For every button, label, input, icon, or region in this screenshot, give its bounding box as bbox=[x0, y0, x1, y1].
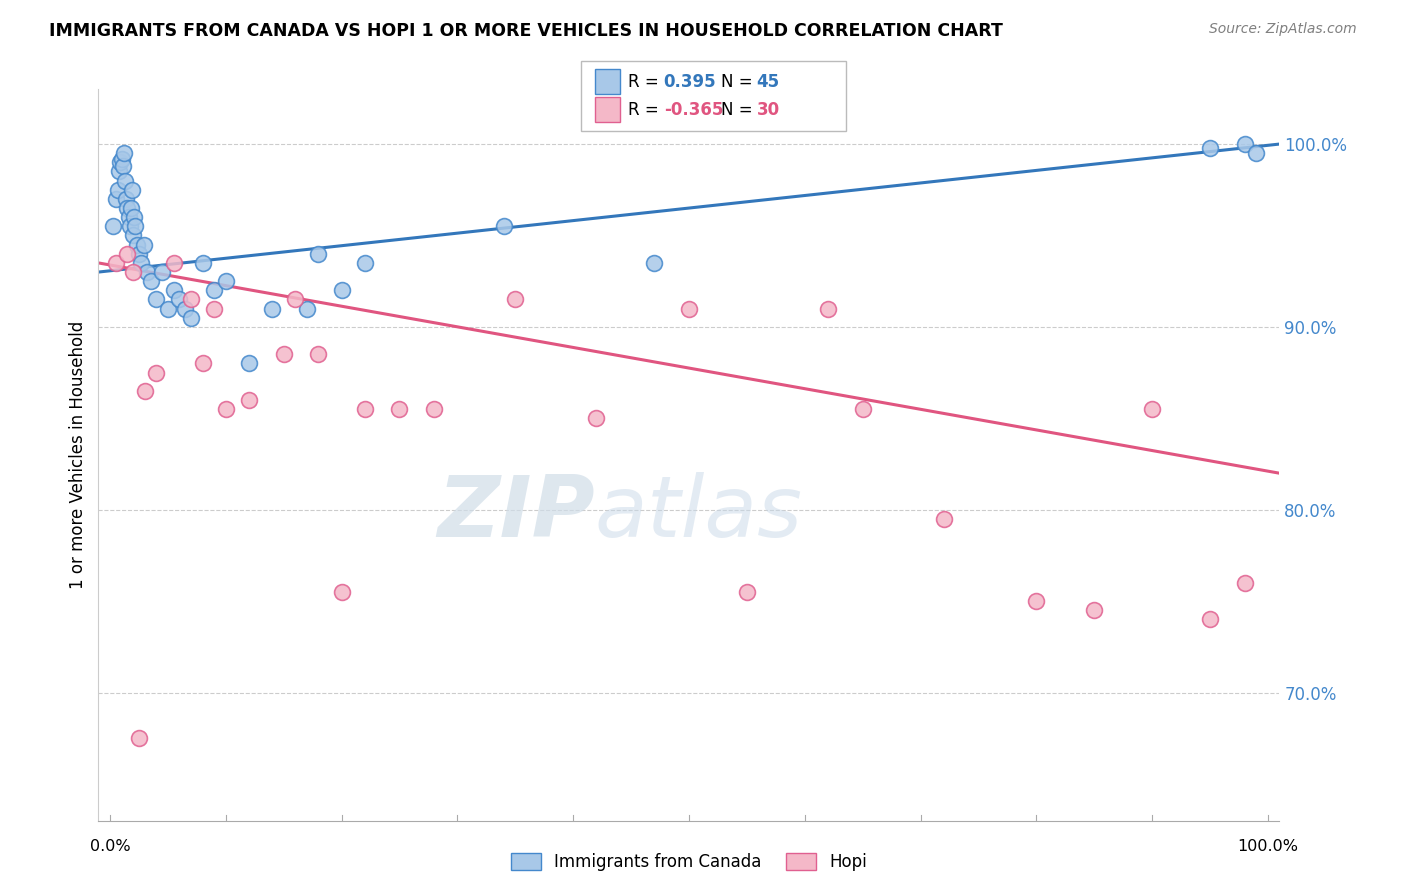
Point bbox=[492, 219, 515, 234]
Point bbox=[1199, 613, 1222, 627]
Point bbox=[307, 247, 329, 261]
Point bbox=[145, 366, 167, 380]
Point bbox=[120, 201, 142, 215]
Point bbox=[122, 228, 145, 243]
Point bbox=[169, 293, 191, 307]
Text: 100.0%: 100.0% bbox=[1237, 839, 1298, 854]
Point bbox=[132, 237, 155, 252]
Point bbox=[284, 293, 307, 307]
Point bbox=[735, 585, 758, 599]
Point bbox=[128, 731, 150, 746]
Point bbox=[150, 265, 173, 279]
Point bbox=[215, 402, 238, 417]
Point bbox=[202, 301, 225, 316]
Text: R =: R = bbox=[628, 101, 665, 119]
Point bbox=[128, 247, 150, 261]
Point bbox=[180, 293, 202, 307]
Point bbox=[1083, 603, 1105, 617]
Point bbox=[117, 211, 139, 225]
Point bbox=[191, 256, 214, 270]
Point bbox=[124, 211, 146, 225]
Text: -0.365: -0.365 bbox=[664, 101, 723, 119]
Point bbox=[129, 256, 152, 270]
Point bbox=[202, 284, 225, 298]
Point bbox=[353, 256, 375, 270]
Point bbox=[585, 411, 607, 425]
Point bbox=[117, 247, 139, 261]
Point bbox=[104, 256, 127, 270]
Text: R =: R = bbox=[628, 72, 665, 91]
Point bbox=[273, 347, 295, 361]
Point bbox=[115, 192, 138, 206]
Point bbox=[122, 265, 145, 279]
Point bbox=[125, 237, 148, 252]
Point bbox=[262, 301, 284, 316]
Point bbox=[156, 301, 179, 316]
Point bbox=[118, 219, 141, 234]
Point bbox=[134, 384, 156, 398]
Point bbox=[104, 192, 127, 206]
Point bbox=[238, 357, 260, 371]
Text: 45: 45 bbox=[756, 72, 779, 91]
Point bbox=[108, 164, 131, 178]
Point bbox=[163, 284, 186, 298]
Point bbox=[114, 174, 136, 188]
Point bbox=[215, 274, 238, 288]
Point bbox=[110, 152, 132, 166]
Point bbox=[330, 585, 353, 599]
Point bbox=[112, 146, 135, 161]
Point bbox=[110, 155, 132, 169]
Point bbox=[124, 219, 146, 234]
Point bbox=[678, 301, 700, 316]
Point bbox=[107, 183, 129, 197]
Point bbox=[1025, 594, 1047, 608]
Point bbox=[103, 219, 125, 234]
Point bbox=[423, 402, 446, 417]
Point bbox=[145, 293, 167, 307]
Point bbox=[117, 201, 139, 215]
Text: atlas: atlas bbox=[595, 472, 803, 555]
Point bbox=[388, 402, 411, 417]
Legend: Immigrants from Canada, Hopi: Immigrants from Canada, Hopi bbox=[503, 847, 875, 878]
Text: 0.395: 0.395 bbox=[664, 72, 716, 91]
Text: IMMIGRANTS FROM CANADA VS HOPI 1 OR MORE VEHICLES IN HOUSEHOLD CORRELATION CHART: IMMIGRANTS FROM CANADA VS HOPI 1 OR MORE… bbox=[49, 22, 1002, 40]
Point bbox=[643, 256, 665, 270]
Point bbox=[1233, 137, 1256, 152]
Point bbox=[932, 512, 955, 526]
Point bbox=[174, 301, 197, 316]
Text: Source: ZipAtlas.com: Source: ZipAtlas.com bbox=[1209, 22, 1357, 37]
Point bbox=[503, 293, 526, 307]
Point bbox=[121, 183, 143, 197]
Text: 30: 30 bbox=[756, 101, 779, 119]
Text: 0.0%: 0.0% bbox=[90, 839, 131, 854]
Point bbox=[1246, 146, 1268, 161]
Point bbox=[1199, 141, 1222, 155]
Point bbox=[1233, 576, 1256, 591]
Point bbox=[111, 159, 134, 173]
Text: N =: N = bbox=[721, 72, 758, 91]
Point bbox=[330, 284, 353, 298]
Point bbox=[295, 301, 318, 316]
Point bbox=[353, 402, 375, 417]
Point bbox=[238, 393, 260, 408]
Text: N =: N = bbox=[721, 101, 758, 119]
Point bbox=[191, 357, 214, 371]
Point bbox=[136, 265, 159, 279]
Point bbox=[180, 310, 202, 325]
Point bbox=[1140, 402, 1163, 417]
Point bbox=[817, 301, 839, 316]
Y-axis label: 1 or more Vehicles in Household: 1 or more Vehicles in Household bbox=[69, 321, 87, 589]
Point bbox=[163, 256, 186, 270]
Text: ZIP: ZIP bbox=[437, 472, 595, 555]
Point bbox=[139, 274, 162, 288]
Point bbox=[852, 402, 875, 417]
Point bbox=[307, 347, 329, 361]
